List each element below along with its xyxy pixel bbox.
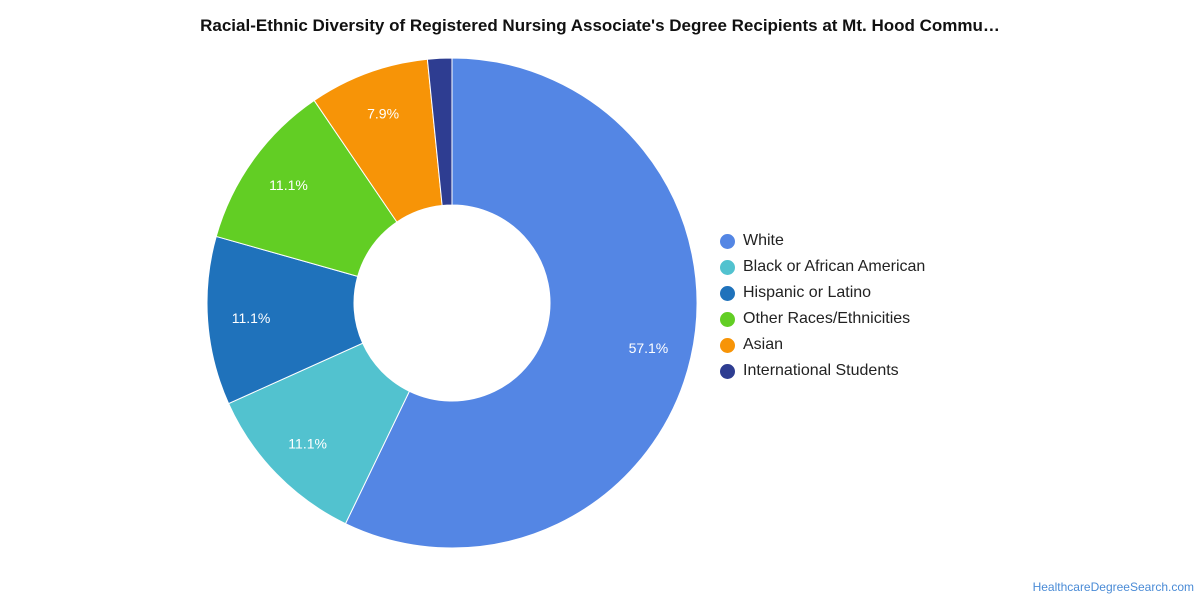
legend-swatch bbox=[720, 363, 735, 379]
legend: White Black or African American Hispanic o… bbox=[720, 228, 925, 384]
legend-item-international-students[interactable]: International Students bbox=[720, 358, 925, 384]
slice-label-other-races-ethnicities: 11.1% bbox=[269, 177, 308, 193]
legend-swatch bbox=[720, 311, 735, 327]
legend-swatch bbox=[720, 259, 735, 275]
legend-item-black-or-african-american[interactable]: Black or African American bbox=[720, 254, 925, 280]
slice-other-races-ethnicities[interactable] bbox=[215, 99, 398, 277]
legend-item-asian[interactable]: Asian bbox=[720, 332, 925, 358]
slice-label-asian: 7.9% bbox=[367, 106, 399, 122]
legend-swatch bbox=[720, 337, 735, 353]
legend-item-white[interactable]: White bbox=[720, 228, 925, 254]
slice-labels: 57.1% 11.1% 11.1% 11.1% 7.9% bbox=[232, 106, 669, 452]
slice-label-white: 57.1% bbox=[629, 340, 669, 356]
slice-label-hispanic-or-latino: 11.1% bbox=[232, 310, 271, 326]
slice-white[interactable] bbox=[344, 57, 698, 549]
slice-black-or-african-american[interactable] bbox=[227, 342, 411, 525]
source-link[interactable]: HealthcareDegreeSearch.com bbox=[1032, 580, 1194, 594]
slice-international-students[interactable] bbox=[426, 57, 453, 207]
legend-swatch bbox=[720, 285, 735, 301]
slice-label-black-or-african-american: 11.1% bbox=[288, 436, 327, 452]
legend-label: Black or African American bbox=[743, 258, 926, 275]
slice-hispanic-or-latino[interactable] bbox=[206, 235, 364, 405]
legend-label: Other Races/Ethnicities bbox=[743, 310, 911, 327]
legend-item-hispanic-or-latino[interactable]: Hispanic or Latino bbox=[720, 280, 925, 306]
legend-item-other-races-ethnicities[interactable]: Other Races/Ethnicities bbox=[720, 306, 925, 332]
legend-label: White bbox=[743, 232, 784, 249]
legend-label: Asian bbox=[743, 336, 784, 353]
donut-slices bbox=[206, 57, 698, 549]
chart-title: Racial-Ethnic Diversity of Registered Nu… bbox=[200, 16, 1000, 35]
legend-label: Hispanic or Latino bbox=[743, 284, 872, 301]
legend-label: International Students bbox=[743, 362, 899, 379]
legend-swatch bbox=[720, 233, 735, 249]
